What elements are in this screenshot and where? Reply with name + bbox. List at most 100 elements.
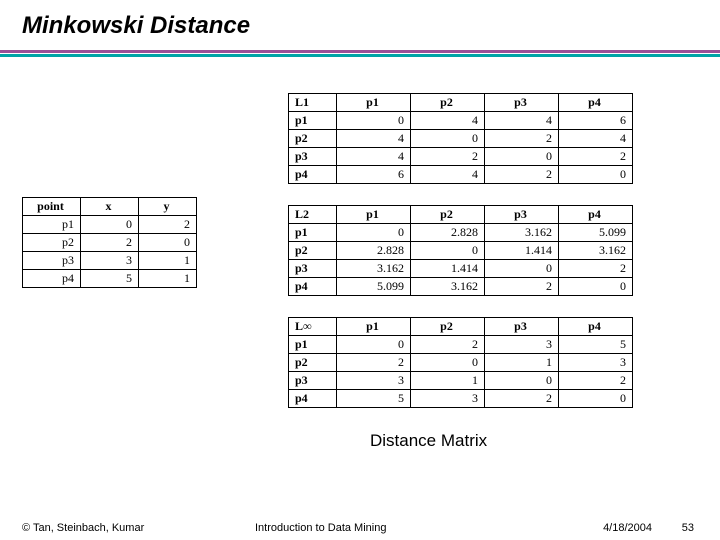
cell: 1 xyxy=(139,270,197,288)
cell: 5.099 xyxy=(337,278,411,296)
cell: 0 xyxy=(411,130,485,148)
cell: 2 xyxy=(411,336,485,354)
points-table: point x y p1 0 2 p2 2 0 p3 3 1 p4 5 1 xyxy=(22,197,197,288)
cell: 3 xyxy=(485,336,559,354)
cell: 1 xyxy=(411,372,485,390)
footer-copyright: © Tan, Steinbach, Kumar xyxy=(22,522,144,534)
cell: 2 xyxy=(139,216,197,234)
cell: 3 xyxy=(81,252,139,270)
l1-distance-table: L1 p1 p2 p3 p4 p1 0 4 4 6 p2 4 0 2 4 p3 … xyxy=(288,93,633,184)
cell: 0 xyxy=(411,354,485,372)
cell: 5 xyxy=(337,390,411,408)
col-header: p3 xyxy=(485,206,559,224)
linf-distance-table: L∞ p1 p2 p3 p4 p1 0 2 3 5 p2 2 0 1 3 p3 … xyxy=(288,317,633,408)
cell: 2 xyxy=(485,166,559,184)
cell: 5.099 xyxy=(559,224,633,242)
cell: 4 xyxy=(559,130,633,148)
title-divider xyxy=(0,50,720,57)
cell: 2.828 xyxy=(337,242,411,260)
cell: 0 xyxy=(337,224,411,242)
cell: 2.828 xyxy=(411,224,485,242)
row-header: p4 xyxy=(289,390,337,408)
cell: 1 xyxy=(139,252,197,270)
row-header: p3 xyxy=(289,260,337,278)
cell: 0 xyxy=(485,148,559,166)
cell: 1.414 xyxy=(485,242,559,260)
cell: 0 xyxy=(337,112,411,130)
col-header: p3 xyxy=(485,318,559,336)
cell: 6 xyxy=(337,166,411,184)
cell: 3.162 xyxy=(485,224,559,242)
col-header: point xyxy=(23,198,81,216)
row-header: p1 xyxy=(289,336,337,354)
cell: 3 xyxy=(559,354,633,372)
cell: 2 xyxy=(337,354,411,372)
cell: 3.162 xyxy=(337,260,411,278)
col-header: p4 xyxy=(559,94,633,112)
cell: 5 xyxy=(81,270,139,288)
row-header: p3 xyxy=(289,148,337,166)
col-header: p2 xyxy=(411,94,485,112)
col-header: p2 xyxy=(411,206,485,224)
col-header: p4 xyxy=(559,318,633,336)
row-header: p2 xyxy=(289,242,337,260)
row-header: p2 xyxy=(289,354,337,372)
cell: 4 xyxy=(485,112,559,130)
cell: 4 xyxy=(411,112,485,130)
cell: 0 xyxy=(559,278,633,296)
cell: 4 xyxy=(337,148,411,166)
cell: 0 xyxy=(485,372,559,390)
footer-title: Introduction to Data Mining xyxy=(255,522,386,534)
cell: p4 xyxy=(23,270,81,288)
footer-date: 4/18/2004 xyxy=(603,522,652,534)
cell: 2 xyxy=(559,372,633,390)
cell: 0 xyxy=(337,336,411,354)
table-label: L1 xyxy=(289,94,337,112)
row-header: p2 xyxy=(289,130,337,148)
row-header: p4 xyxy=(289,166,337,184)
cell: p3 xyxy=(23,252,81,270)
cell: 2 xyxy=(485,278,559,296)
cell: 0 xyxy=(411,242,485,260)
content-area: point x y p1 0 2 p2 2 0 p3 3 1 p4 5 1 L1… xyxy=(0,57,720,487)
cell: 5 xyxy=(559,336,633,354)
col-header: p4 xyxy=(559,206,633,224)
cell: 1 xyxy=(485,354,559,372)
cell: 0 xyxy=(81,216,139,234)
cell: 0 xyxy=(139,234,197,252)
col-header: p1 xyxy=(337,206,411,224)
col-header: p3 xyxy=(485,94,559,112)
cell: 4 xyxy=(337,130,411,148)
footer-page-number: 53 xyxy=(682,522,694,534)
cell: 3.162 xyxy=(411,278,485,296)
l2-distance-table: L2 p1 p2 p3 p4 p1 0 2.828 3.162 5.099 p2… xyxy=(288,205,633,296)
row-header: p1 xyxy=(289,112,337,130)
cell: 2 xyxy=(81,234,139,252)
cell: 1.414 xyxy=(411,260,485,278)
cell: p1 xyxy=(23,216,81,234)
col-header: x xyxy=(81,198,139,216)
row-header: p3 xyxy=(289,372,337,390)
row-header: p4 xyxy=(289,278,337,296)
cell: 3.162 xyxy=(559,242,633,260)
table-label: L∞ xyxy=(289,318,337,336)
cell: 2 xyxy=(411,148,485,166)
cell: 2 xyxy=(485,390,559,408)
cell: 0 xyxy=(559,166,633,184)
cell: 4 xyxy=(411,166,485,184)
cell: 6 xyxy=(559,112,633,130)
cell: 0 xyxy=(559,390,633,408)
cell: p2 xyxy=(23,234,81,252)
slide-title: Minkowski Distance xyxy=(0,0,720,40)
cell: 2 xyxy=(559,148,633,166)
row-header: p1 xyxy=(289,224,337,242)
cell: 3 xyxy=(337,372,411,390)
caption: Distance Matrix xyxy=(370,431,487,451)
col-header: y xyxy=(139,198,197,216)
table-label: L2 xyxy=(289,206,337,224)
cell: 0 xyxy=(485,260,559,278)
col-header: p1 xyxy=(337,318,411,336)
cell: 2 xyxy=(559,260,633,278)
cell: 3 xyxy=(411,390,485,408)
col-header: p1 xyxy=(337,94,411,112)
